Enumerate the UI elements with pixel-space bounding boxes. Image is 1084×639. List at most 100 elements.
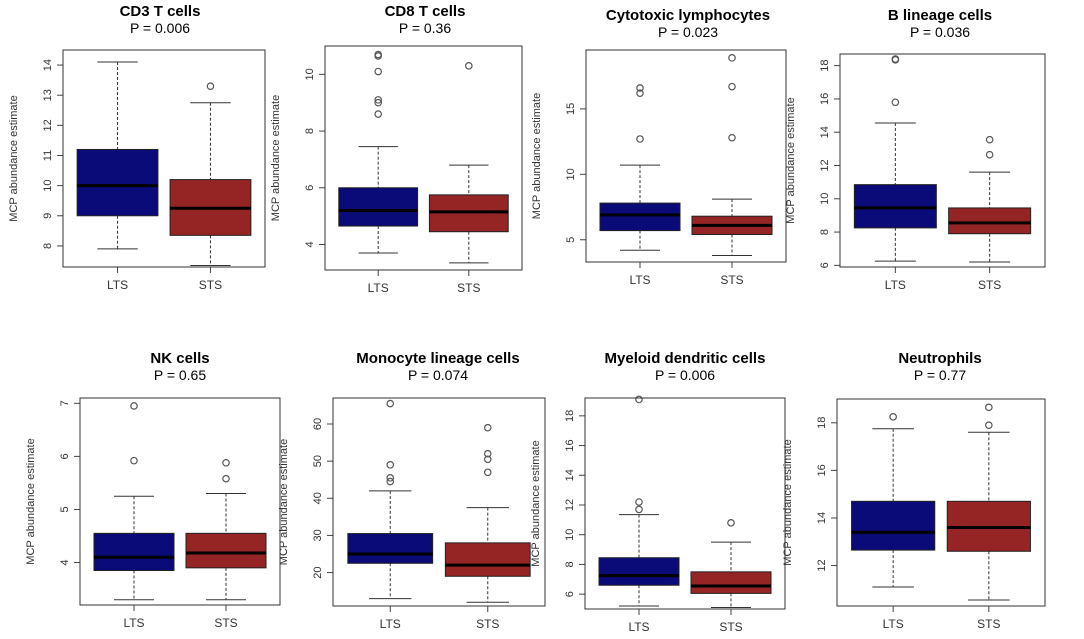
y-axis-label: MCP abundance estimate xyxy=(530,440,542,566)
outlier-point xyxy=(728,54,736,62)
y-tick-label: 10 xyxy=(304,68,316,80)
y-tick-label: 8 xyxy=(304,128,316,134)
outlier-point xyxy=(483,423,492,432)
p-value: P = 0.006 xyxy=(130,20,190,36)
outlier-point xyxy=(483,449,492,458)
y-tick-label: 7 xyxy=(59,400,71,406)
plot-frame xyxy=(332,397,546,607)
x-tick-label: STS xyxy=(719,620,742,634)
outlier-point xyxy=(386,477,395,486)
outlier-point xyxy=(727,519,735,527)
p-value: P = 0.006 xyxy=(655,367,715,383)
panel-title: Neutrophils xyxy=(898,350,981,367)
y-tick-label: 40 xyxy=(312,492,324,504)
outlier-point xyxy=(130,456,138,465)
y-tick-label: 60 xyxy=(312,418,324,430)
p-value: P = 0.036 xyxy=(910,24,970,40)
box-lts xyxy=(347,399,434,600)
outlier-point xyxy=(985,135,994,144)
y-tick-label: 12 xyxy=(42,119,54,131)
y-tick-label: 12 xyxy=(819,159,831,171)
y-axis-label: MCP abundance estimate xyxy=(782,439,794,565)
box-lts xyxy=(851,413,936,588)
y-tick-label: 4 xyxy=(59,559,71,565)
outlier-point xyxy=(374,96,382,104)
x-tick-label: LTS xyxy=(885,278,906,292)
outlier-point xyxy=(635,395,643,404)
y-tick-label: 8 xyxy=(42,243,54,249)
plot-frame xyxy=(62,49,266,268)
outlier-point xyxy=(889,413,897,421)
y-tick-label: 12 xyxy=(564,499,576,511)
y-tick-label: 18 xyxy=(819,60,831,72)
iqr-box xyxy=(851,500,936,551)
box-sts xyxy=(691,54,773,256)
outlier-point xyxy=(374,50,382,59)
outlier-point xyxy=(386,461,395,469)
y-tick-label: 10 xyxy=(42,180,54,192)
outlier-point xyxy=(636,84,644,92)
outlier-point xyxy=(483,455,492,464)
x-tick-label: STS xyxy=(476,617,499,631)
x-tick-label: LTS xyxy=(883,617,904,631)
y-axis-label: MCP abundance estimate xyxy=(25,438,37,564)
outlier-point xyxy=(483,468,492,477)
y-tick-label: 16 xyxy=(816,464,828,476)
outlier-point xyxy=(635,498,643,506)
outlier-point xyxy=(985,421,993,429)
y-axis-label: MCP abundance estimate xyxy=(270,95,282,221)
p-value: P = 0.023 xyxy=(658,24,718,40)
box-lts xyxy=(598,395,680,607)
y-axis-label: MCP abundance estimate xyxy=(785,97,797,223)
outlier-point xyxy=(222,458,230,467)
y-tick-label: 16 xyxy=(564,439,576,451)
y-tick-label: 10 xyxy=(564,529,576,541)
outlier-point xyxy=(891,98,900,107)
outlier-point xyxy=(635,505,643,514)
box-sts xyxy=(690,519,772,609)
y-tick-label: 18 xyxy=(816,417,828,429)
outlier-point xyxy=(206,82,215,90)
y-tick-label: 11 xyxy=(42,150,54,161)
outlier-point xyxy=(374,110,382,118)
y-tick-label: 20 xyxy=(312,566,324,578)
outlier-point xyxy=(386,474,395,482)
p-value: P = 0.074 xyxy=(408,367,468,383)
x-tick-label: LTS xyxy=(629,273,650,287)
x-tick-label: STS xyxy=(720,273,743,287)
x-tick-label: LTS xyxy=(380,617,401,631)
box-sts xyxy=(948,135,1032,263)
panel-title: CD8 T cells xyxy=(385,3,466,20)
x-tick-label: STS xyxy=(199,278,222,292)
iqr-box xyxy=(338,187,419,227)
y-tick-label: 4 xyxy=(304,241,316,247)
x-tick-label: LTS xyxy=(368,281,389,295)
x-tick-label: LTS xyxy=(628,620,649,634)
y-axis-label: MCP abundance estimate xyxy=(8,95,20,221)
plot-frame xyxy=(585,49,787,263)
y-tick-label: 8 xyxy=(819,229,831,235)
iqr-box xyxy=(948,207,1032,235)
y-tick-label: 12 xyxy=(816,559,828,571)
plot-frame xyxy=(836,398,1046,607)
plot-frame xyxy=(324,45,523,271)
y-axis-label: MCP abundance estimate xyxy=(278,439,290,565)
iqr-box xyxy=(690,571,772,594)
y-tick-label: 14 xyxy=(816,512,828,524)
y-tick-label: 6 xyxy=(59,453,71,459)
plot-frame xyxy=(584,397,786,610)
panel-title: CD3 T cells xyxy=(120,3,201,20)
y-tick-label: 5 xyxy=(59,506,71,512)
y-axis-label: MCP abundance estimate xyxy=(531,93,543,219)
outlier-point xyxy=(728,82,736,91)
y-tick-label: 6 xyxy=(819,262,831,268)
outlier-point xyxy=(130,402,138,410)
panel-title: B lineage cells xyxy=(888,7,992,24)
y-tick-label: 5 xyxy=(565,237,577,243)
iqr-box xyxy=(185,532,267,569)
box-sts xyxy=(169,82,252,266)
